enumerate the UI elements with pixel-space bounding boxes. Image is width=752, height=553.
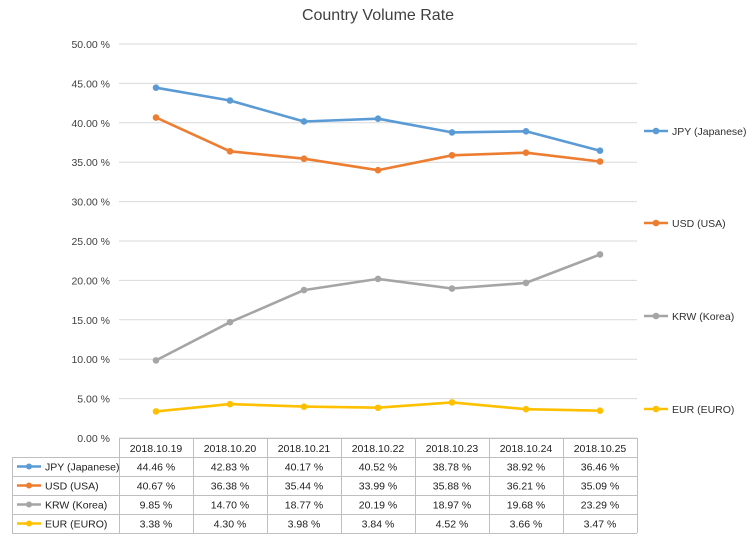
data-label: 3.38 % <box>140 519 173 531</box>
data-point <box>226 148 234 155</box>
y-axis-ticks: 0.00 % 5.00 % 10.00 % 15.00 % 20.00 % 25.00 %… <box>71 39 110 445</box>
y-tick-label: 10.00 % <box>71 354 110 366</box>
y-tick-label: 20.00 % <box>71 275 110 287</box>
y-tick-label: 45.00 % <box>71 78 110 90</box>
data-point <box>596 251 604 258</box>
table-legend-marker <box>26 463 32 470</box>
data-point <box>522 149 530 156</box>
data-point <box>448 151 456 159</box>
y-tick-label: 40.00 % <box>71 118 110 130</box>
data-label: 40.17 % <box>285 462 324 474</box>
data-label: 3.47 % <box>584 519 617 531</box>
data-point <box>226 97 234 104</box>
data-point <box>300 286 308 294</box>
data-label: 36.38 % <box>211 481 250 493</box>
data-label: 38.92 % <box>507 462 546 474</box>
legend: JPY (Japanese) USD (USA) KRW (Korea) EUR (E… <box>644 126 747 416</box>
data-label: 18.77 % <box>285 500 324 512</box>
data-point <box>374 404 382 412</box>
x-category-label: 2018.10.19 <box>130 443 183 455</box>
x-category-label: 2018.10.21 <box>278 443 331 455</box>
legend-label: KRW (Korea) <box>672 311 734 323</box>
data-point <box>522 279 530 287</box>
x-category-label: 2018.10.23 <box>426 443 479 455</box>
x-category-label: 2018.10.24 <box>500 443 553 455</box>
data-label: 40.67 % <box>137 481 176 493</box>
legend-marker <box>652 405 660 413</box>
y-tick-label: 30.00 % <box>71 197 110 209</box>
legend-marker <box>652 219 660 227</box>
data-label: 35.44 % <box>285 481 324 493</box>
data-label: 4.52 % <box>436 519 469 531</box>
x-category-label: 2018.10.25 <box>574 443 627 455</box>
data-label: 9.85 % <box>140 500 173 512</box>
table-legend-marker <box>26 482 32 489</box>
legend-label: EUR (EURO) <box>672 404 734 416</box>
data-point <box>226 400 234 408</box>
data-point <box>226 318 234 326</box>
legend-label: JPY (Japanese) <box>672 126 747 138</box>
data-point <box>300 155 308 163</box>
y-tick-label: 5.00 % <box>77 394 110 406</box>
data-point <box>448 285 456 292</box>
data-point <box>152 357 160 364</box>
data-point <box>374 275 382 283</box>
table-legend-marker <box>26 520 32 527</box>
x-category-label: 2018.10.22 <box>352 443 405 455</box>
data-point <box>152 84 160 91</box>
data-label: 36.21 % <box>507 481 546 493</box>
data-point <box>448 129 456 136</box>
table-row-label: KRW (Korea) <box>45 500 107 512</box>
gridlines <box>119 43 637 439</box>
series-line <box>154 253 602 362</box>
data-label: 40.52 % <box>359 462 398 474</box>
data-label: 23.29 % <box>581 500 620 512</box>
data-table: 2018.10.19 2018.10.20 2018.10.21 2018.10.22… <box>12 438 638 534</box>
y-tick-label: 50.00 % <box>71 39 110 51</box>
data-point <box>596 407 604 414</box>
data-label: 35.88 % <box>433 481 472 493</box>
legend-marker <box>652 127 660 135</box>
y-tick-label: 35.00 % <box>71 157 110 169</box>
series-lines <box>152 84 604 415</box>
data-point <box>300 403 308 410</box>
data-point <box>596 158 604 165</box>
data-label: 3.66 % <box>510 519 543 531</box>
table-row-label: USD (USA) <box>45 481 99 493</box>
y-tick-label: 15.00 % <box>71 315 110 327</box>
data-point <box>152 114 160 121</box>
data-point <box>448 399 456 406</box>
data-point <box>374 166 382 174</box>
data-point <box>300 118 308 125</box>
data-label: 35.09 % <box>581 481 620 493</box>
chart-title: Country Volume Rate <box>302 7 454 24</box>
data-label: 14.70 % <box>211 500 250 512</box>
x-category-label: 2018.10.20 <box>204 443 257 455</box>
data-label: 3.98 % <box>288 519 321 531</box>
data-point <box>522 405 530 413</box>
data-point <box>522 128 530 135</box>
data-label: 20.19 % <box>359 500 398 512</box>
data-label: 3.84 % <box>362 519 395 531</box>
data-label: 42.83 % <box>211 462 250 474</box>
y-tick-label: 25.00 % <box>71 236 110 248</box>
data-label: 44.46 % <box>137 462 176 474</box>
data-point <box>596 147 604 154</box>
data-point <box>374 115 382 123</box>
data-label: 19.68 % <box>507 500 546 512</box>
data-label: 38.78 % <box>433 462 472 474</box>
legend-marker <box>652 312 660 320</box>
table-row-label: EUR (EURO) <box>45 519 107 531</box>
legend-label: USD (USA) <box>672 218 726 230</box>
data-label: 36.46 % <box>581 462 620 474</box>
data-label: 33.99 % <box>359 481 398 493</box>
data-label: 4.30 % <box>214 519 247 531</box>
table-row-label: JPY (Japanese) <box>45 462 120 474</box>
data-label: 18.97 % <box>433 500 472 512</box>
table-legend-marker <box>26 501 32 508</box>
data-point <box>152 408 160 415</box>
y-tick-label: 0.00 % <box>77 433 110 445</box>
